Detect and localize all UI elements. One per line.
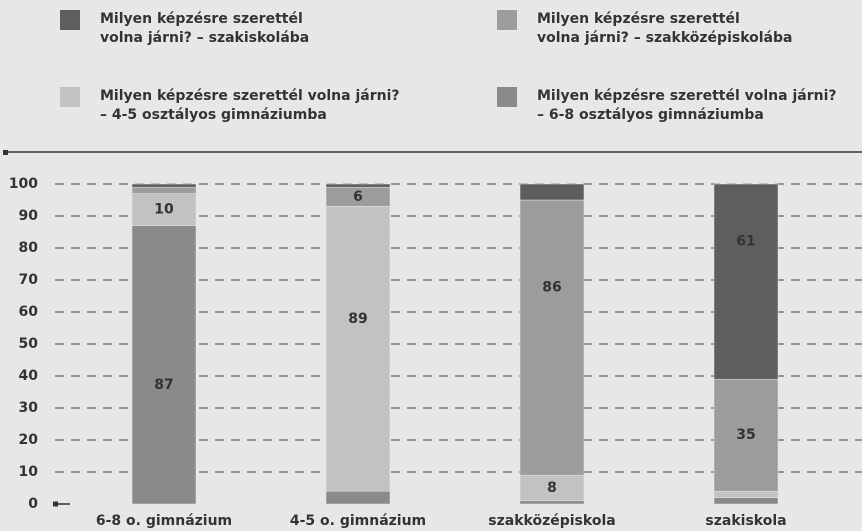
legend-item: Milyen képzésre szerettél volna járni? –… — [60, 10, 309, 48]
data-label: 61 — [736, 234, 755, 250]
legend-swatch — [497, 87, 517, 107]
baseline-end — [53, 501, 58, 507]
legend-label: Milyen képzésre szerettél volna járni? –… — [537, 11, 793, 46]
bar-segment — [131, 186, 197, 194]
legend-swatch — [497, 10, 517, 30]
bar-segment — [519, 199, 585, 476]
legend-item: Milyen képzésre szerettél volna járni? –… — [60, 87, 400, 125]
legend-item: Milyen képzésre szerettél volna járni? –… — [497, 10, 792, 48]
data-label: 87 — [154, 377, 173, 393]
x-tick-label: 4-5 o. gimnázium — [290, 513, 426, 529]
bar-segment — [519, 474, 585, 502]
y-tick-label: 30 — [19, 400, 39, 416]
y-tick-label: 60 — [19, 304, 39, 320]
legend-swatch — [60, 87, 80, 107]
y-tick-label: 90 — [19, 208, 39, 224]
legend-swatch — [60, 10, 80, 30]
bar-segment — [325, 490, 391, 505]
y-tick-label: 0 — [28, 496, 38, 512]
y-tick-label: 100 — [9, 176, 38, 192]
bar-segment — [713, 490, 779, 498]
data-label: 8 — [547, 480, 557, 496]
bar-segment — [325, 206, 391, 492]
bar-segment — [325, 183, 391, 188]
bar-segment — [131, 225, 197, 505]
bar-segment — [519, 183, 585, 201]
bar-segment — [519, 500, 585, 505]
y-tick-label: 70 — [19, 272, 39, 288]
legend-label: Milyen képzésre szerettél volna járni? –… — [100, 88, 400, 123]
bar-segment — [131, 193, 197, 226]
legend-label: Milyen képzésre szerettél volna járni? –… — [100, 11, 310, 46]
legend-item: Milyen képzésre szerettél volna járni? –… — [497, 87, 837, 125]
data-label: 10 — [154, 202, 174, 218]
bar-segment — [713, 183, 779, 380]
y-tick-label: 20 — [19, 432, 39, 448]
data-label: 89 — [348, 311, 367, 327]
y-tick-label: 10 — [19, 464, 39, 480]
y-tick-label: 50 — [19, 336, 39, 352]
y-tick-label: 80 — [19, 240, 39, 256]
bar-segment — [713, 378, 779, 492]
bar-segment — [713, 497, 779, 505]
separator-end — [3, 150, 8, 155]
bar-segment — [131, 183, 197, 188]
x-tick-label: szakközépiskola — [488, 513, 615, 529]
data-label: 86 — [542, 280, 561, 296]
x-tick-label: szakiskola — [705, 513, 786, 529]
data-label: 6 — [353, 189, 363, 205]
x-tick-label: 6-8 o. gimnázium — [96, 513, 232, 529]
data-label: 35 — [736, 427, 755, 443]
y-tick-label: 40 — [19, 368, 39, 384]
legend-label: Milyen képzésre szerettél volna járni? –… — [537, 88, 837, 123]
